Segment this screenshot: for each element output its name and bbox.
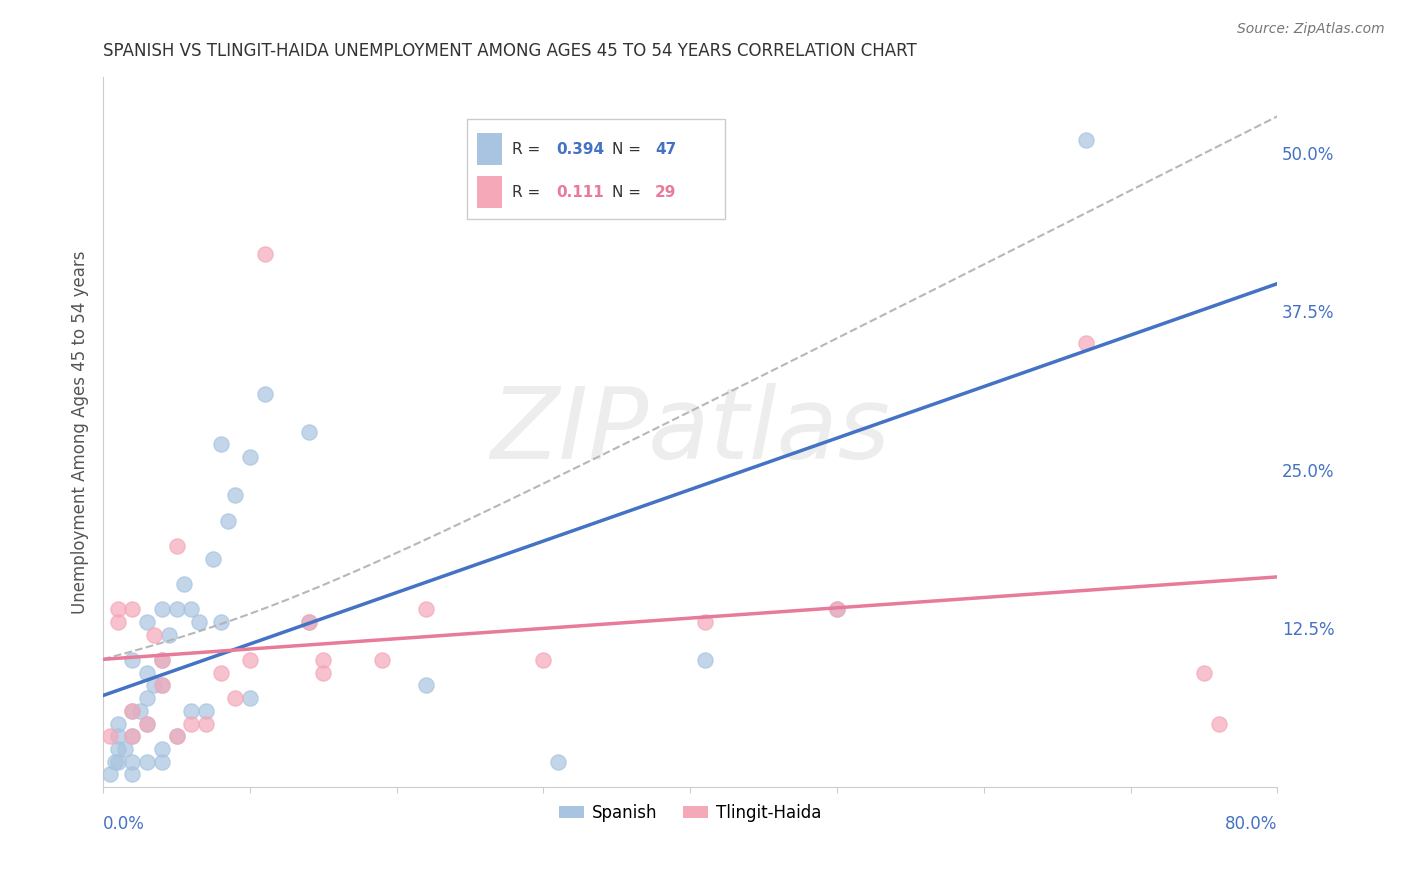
Text: R =: R = <box>512 142 546 157</box>
Text: 47: 47 <box>655 142 676 157</box>
Point <box>187 615 209 629</box>
Point <box>533 653 555 667</box>
Point <box>143 628 166 642</box>
Point <box>136 691 159 706</box>
Point <box>136 615 159 629</box>
Text: ZIPatlas: ZIPatlas <box>491 384 890 480</box>
Point <box>114 742 136 756</box>
Point <box>825 602 848 616</box>
Point <box>136 716 159 731</box>
Point <box>166 602 188 616</box>
Point <box>166 729 188 743</box>
Point <box>166 729 188 743</box>
Point <box>239 450 262 464</box>
Point <box>173 577 195 591</box>
Point <box>150 653 173 667</box>
Point <box>825 602 848 616</box>
Point <box>107 742 129 756</box>
Point <box>150 678 173 692</box>
Point <box>209 437 232 451</box>
Point <box>297 425 319 439</box>
FancyBboxPatch shape <box>467 120 725 219</box>
Point <box>547 755 569 769</box>
Point <box>100 729 122 743</box>
Point <box>121 704 143 718</box>
Point <box>239 653 262 667</box>
Legend: Spanish, Tlingit-Haida: Spanish, Tlingit-Haida <box>553 797 828 829</box>
Point <box>150 602 173 616</box>
Text: R =: R = <box>512 185 550 200</box>
Point <box>415 678 437 692</box>
Point <box>166 539 188 553</box>
Point <box>107 755 129 769</box>
Point <box>136 755 159 769</box>
Point <box>297 615 319 629</box>
Point <box>209 615 232 629</box>
Text: N =: N = <box>612 185 645 200</box>
Point <box>693 653 716 667</box>
Point <box>202 551 225 566</box>
Point <box>100 767 122 781</box>
Point <box>693 615 716 629</box>
Point <box>312 653 335 667</box>
Point <box>121 767 143 781</box>
Point <box>121 602 143 616</box>
Bar <box>477 176 502 208</box>
Point <box>224 488 246 502</box>
Text: 0.111: 0.111 <box>557 185 605 200</box>
Point <box>194 704 217 718</box>
Text: 0.394: 0.394 <box>557 142 605 157</box>
Point <box>194 716 217 731</box>
Point <box>107 615 129 629</box>
Bar <box>477 134 502 165</box>
Point <box>150 742 173 756</box>
Point <box>121 755 143 769</box>
Point <box>107 729 129 743</box>
Point <box>107 602 129 616</box>
Point <box>253 386 276 401</box>
Point <box>121 729 143 743</box>
Point <box>121 729 143 743</box>
Text: N =: N = <box>612 142 645 157</box>
Text: Source: ZipAtlas.com: Source: ZipAtlas.com <box>1237 22 1385 37</box>
Point <box>371 653 394 667</box>
Text: 0.0%: 0.0% <box>103 815 145 833</box>
Text: SPANISH VS TLINGIT-HAIDA UNEMPLOYMENT AMONG AGES 45 TO 54 YEARS CORRELATION CHAR: SPANISH VS TLINGIT-HAIDA UNEMPLOYMENT AM… <box>103 42 917 60</box>
Point <box>150 678 173 692</box>
Point <box>1076 335 1098 350</box>
Point <box>297 615 319 629</box>
Text: 29: 29 <box>655 185 676 200</box>
Point <box>107 716 129 731</box>
Point <box>217 514 239 528</box>
Point <box>180 602 202 616</box>
Point <box>136 665 159 680</box>
Point <box>312 665 335 680</box>
Point <box>224 691 246 706</box>
Point <box>121 704 143 718</box>
Point <box>1192 665 1215 680</box>
Point <box>415 602 437 616</box>
Point <box>180 716 202 731</box>
Point <box>143 678 166 692</box>
Point <box>136 716 159 731</box>
Point <box>239 691 262 706</box>
Point <box>180 704 202 718</box>
Point <box>121 653 143 667</box>
Point <box>128 704 150 718</box>
Text: 80.0%: 80.0% <box>1225 815 1277 833</box>
Point <box>209 665 232 680</box>
Point <box>1208 716 1230 731</box>
Point <box>150 653 173 667</box>
Point <box>253 247 276 261</box>
Y-axis label: Unemployment Among Ages 45 to 54 years: Unemployment Among Ages 45 to 54 years <box>72 250 89 614</box>
Point <box>104 755 127 769</box>
Point <box>1076 133 1098 147</box>
Point <box>157 628 180 642</box>
Point <box>150 755 173 769</box>
